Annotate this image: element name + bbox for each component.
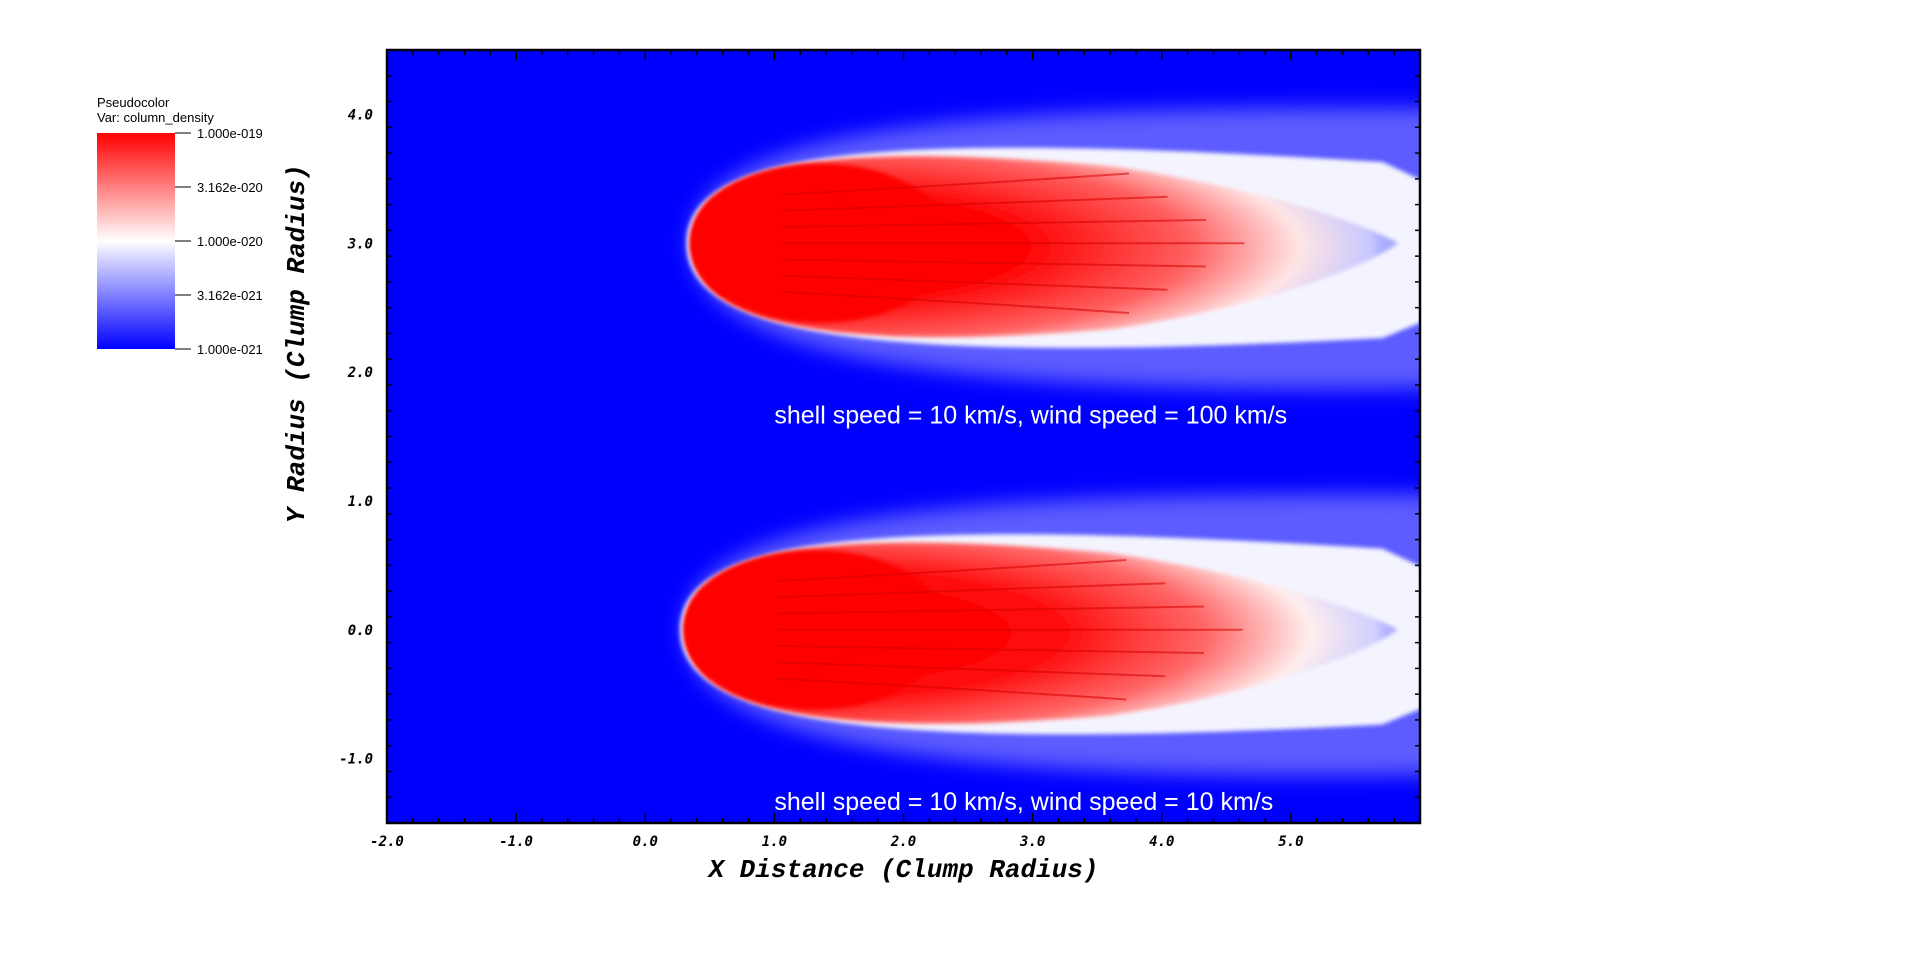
clump-bottom: shell speed = 10 km/s, wind speed = 10 k… — [679, 493, 1420, 816]
legend-title: Pseudocolor — [97, 95, 170, 110]
x-tick-label: 1.0 — [762, 834, 787, 850]
legend-tick-label: 3.162e-020 — [197, 180, 263, 195]
clump-filament — [777, 644, 1204, 654]
clump-annotation: shell speed = 10 km/s, wind speed = 10 k… — [774, 788, 1273, 816]
legend-variable: Var: column_density — [97, 110, 214, 125]
y-axis-title: Y Radius (Clump Radius) — [282, 164, 312, 523]
x-axis-title: X Distance (Clump Radius) — [706, 855, 1098, 885]
clump-layer: shell speed = 10 km/s, wind speed = 100 … — [679, 107, 1420, 816]
y-tick-label: 1.0 — [348, 494, 373, 510]
x-tick-label: 0.0 — [633, 834, 658, 850]
x-tick-label: -1.0 — [499, 834, 533, 850]
plot-area: shell speed = 10 km/s, wind speed = 100 … — [339, 48, 1422, 850]
x-tick-label: 5.0 — [1278, 834, 1303, 850]
x-tick-label: 2.0 — [890, 834, 916, 850]
clump-annotation: shell speed = 10 km/s, wind speed = 100 … — [774, 402, 1287, 430]
y-tick-label: 4.0 — [348, 107, 373, 123]
legend-colorbar — [97, 133, 175, 349]
x-axis-ticks: -2.0 -1.0 0.0 1.0 2.0 3.0 4.0 5.0 — [370, 50, 1421, 850]
x-tick-label: 4.0 — [1149, 834, 1174, 850]
clump-filament — [777, 582, 1166, 599]
y-tick-label: -1.0 — [339, 752, 373, 768]
clump-filament — [782, 195, 1168, 212]
y-tick-label: 2.0 — [347, 365, 373, 381]
clump-filament — [782, 172, 1130, 196]
y-axis-ticks: -1.0 0.0 1.0 2.0 3.0 4.0 — [339, 49, 1420, 824]
clump-filament — [777, 605, 1204, 615]
clump-filament — [777, 661, 1166, 678]
clump-filament — [777, 559, 1127, 583]
legend-tick-label: 1.000e-020 — [197, 234, 263, 249]
clump-top: shell speed = 10 km/s, wind speed = 100 … — [686, 107, 1420, 430]
clump-filament — [782, 274, 1168, 291]
y-tick-label: 3.0 — [347, 236, 373, 252]
legend-tick-label: 1.000e-019 — [197, 126, 263, 141]
x-tick-label: -2.0 — [370, 834, 404, 850]
clump-filament — [782, 219, 1207, 229]
legend-ticks: 1.000e-019 3.162e-020 1.000e-020 3.162e-021… — [175, 126, 263, 357]
clump-filament — [777, 677, 1127, 701]
legend-tick-label: 3.162e-021 — [197, 288, 263, 303]
clump-filament — [782, 290, 1130, 314]
color-legend: Pseudocolor Var: column_density 1.000e-0… — [97, 95, 263, 357]
y-tick-label: 0.0 — [348, 623, 373, 639]
x-tick-label: 3.0 — [1019, 834, 1045, 850]
legend-tick-label: 1.000e-021 — [197, 342, 263, 357]
clump-filament — [782, 258, 1207, 268]
